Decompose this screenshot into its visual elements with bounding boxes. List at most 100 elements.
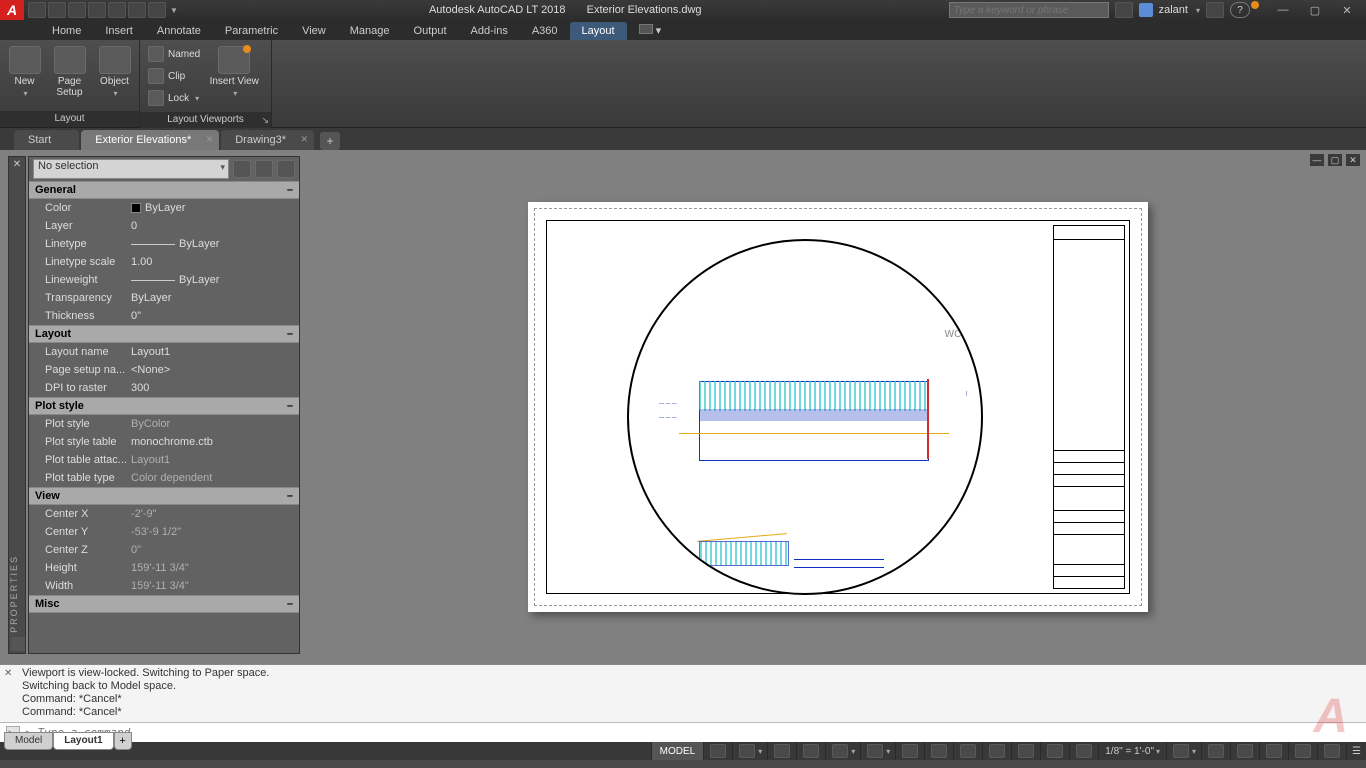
paper-space[interactable]: WCS — — — — — — |: [318, 158, 1358, 656]
property-value[interactable]: Layout1: [129, 454, 299, 466]
select-objects-icon[interactable]: [255, 160, 273, 178]
page-setup-button[interactable]: Page Setup: [49, 44, 90, 98]
property-row[interactable]: Height159'-11 3/4": [29, 559, 299, 577]
property-section-header[interactable]: Misc–: [29, 595, 299, 613]
property-value[interactable]: 159'-11 3/4": [129, 562, 299, 574]
close-tab-icon[interactable]: ✕: [206, 134, 214, 145]
qat-save-icon[interactable]: [68, 2, 86, 18]
model-paper-toggle[interactable]: MODEL: [651, 742, 704, 760]
annotation-scale[interactable]: 1/8" = 1'-0" ▾: [1098, 742, 1166, 760]
property-row[interactable]: Plot table typeColor dependent: [29, 469, 299, 487]
qat-undo-icon[interactable]: [128, 2, 146, 18]
user-dropdown-icon[interactable]: ▾: [1196, 6, 1200, 15]
qat-dropdown-icon[interactable]: ▼: [170, 6, 178, 15]
annotation-visibility-icon[interactable]: [1011, 742, 1040, 760]
lineweight-toggle-icon[interactable]: [895, 742, 924, 760]
auto-scale-icon[interactable]: [1040, 742, 1069, 760]
lock-button[interactable]: Lock ▾: [144, 88, 204, 108]
property-row[interactable]: Center Z0": [29, 541, 299, 559]
property-value[interactable]: <None>: [129, 364, 299, 376]
selection-dropdown[interactable]: No selection: [33, 159, 229, 179]
help-search-input[interactable]: [949, 2, 1109, 18]
property-row[interactable]: Layer0: [29, 217, 299, 235]
property-value[interactable]: 300: [129, 382, 299, 394]
user-avatar-icon[interactable]: [1139, 3, 1153, 17]
property-value[interactable]: monochrome.ctb: [129, 436, 299, 448]
osnap-toggle-icon[interactable]: ▾: [825, 742, 860, 760]
close-button[interactable]: ✕: [1334, 2, 1360, 18]
tab-home[interactable]: Home: [40, 22, 93, 40]
quick-select-icon[interactable]: [233, 160, 251, 178]
property-row[interactable]: LineweightByLayer: [29, 271, 299, 289]
circular-viewport[interactable]: WCS — — — — — — |: [627, 239, 983, 595]
property-value[interactable]: ByLayer: [129, 292, 299, 304]
doc-tab[interactable]: Drawing3*✕: [221, 130, 314, 150]
property-section-header[interactable]: Plot style–: [29, 397, 299, 415]
app-logo[interactable]: A: [0, 0, 24, 20]
property-value[interactable]: ByColor: [129, 418, 299, 430]
property-row[interactable]: Center X-2'-9": [29, 505, 299, 523]
viewport-lock-icon[interactable]: [1069, 742, 1098, 760]
property-value[interactable]: Layout1: [129, 346, 299, 358]
property-row[interactable]: Plot table attac...Layout1: [29, 451, 299, 469]
snap-toggle-icon[interactable]: ▾: [732, 742, 767, 760]
property-value[interactable]: -53'-9 1/2": [129, 526, 299, 538]
clean-screen-icon[interactable]: [1317, 742, 1346, 760]
property-row[interactable]: Page setup na...<None>: [29, 361, 299, 379]
doc-tab[interactable]: Exterior Elevations*✕: [81, 130, 219, 150]
property-value[interactable]: 0": [129, 310, 299, 322]
tab-view[interactable]: View: [290, 22, 338, 40]
property-row[interactable]: LinetypeByLayer: [29, 235, 299, 253]
property-value[interactable]: ByLayer: [129, 238, 299, 250]
toggle-pickadd-icon[interactable]: [277, 160, 295, 178]
qat-saveas-icon[interactable]: [88, 2, 106, 18]
clip-button[interactable]: Clip: [144, 66, 204, 86]
property-row[interactable]: Thickness0": [29, 307, 299, 325]
otrack-toggle-icon[interactable]: ▾: [860, 742, 895, 760]
property-row[interactable]: Layout nameLayout1: [29, 343, 299, 361]
property-row[interactable]: DPI to raster300: [29, 379, 299, 397]
panel-expand-icon[interactable]: ↘: [261, 112, 269, 128]
tab-manage[interactable]: Manage: [338, 22, 402, 40]
tab-annotate[interactable]: Annotate: [145, 22, 213, 40]
add-layout-button[interactable]: +: [114, 732, 132, 750]
new-layout-button[interactable]: New ▾: [4, 44, 45, 98]
layout-tab[interactable]: Layout1: [53, 732, 113, 750]
ortho-toggle-icon[interactable]: [767, 742, 796, 760]
doc-tab[interactable]: Start: [14, 130, 79, 150]
tab-output[interactable]: Output: [402, 22, 459, 40]
selection-cycling-icon[interactable]: [953, 742, 982, 760]
property-value[interactable]: 0": [129, 544, 299, 556]
qat-redo-icon[interactable]: [148, 2, 166, 18]
grid-toggle-icon[interactable]: [703, 742, 732, 760]
polar-toggle-icon[interactable]: [796, 742, 825, 760]
palette-close-icon[interactable]: ✕: [10, 159, 24, 173]
tab-layout[interactable]: Layout: [570, 22, 627, 40]
annotation-monitor-icon[interactable]: [1201, 742, 1230, 760]
insert-view-button[interactable]: Insert View ▾: [208, 44, 260, 98]
property-value[interactable]: 159'-11 3/4": [129, 580, 299, 592]
property-value[interactable]: 0: [129, 220, 299, 232]
property-value[interactable]: ByLayer: [129, 202, 299, 214]
property-value[interactable]: -2'-9": [129, 508, 299, 520]
property-row[interactable]: Center Y-53'-9 1/2": [29, 523, 299, 541]
property-value[interactable]: Color dependent: [129, 472, 299, 484]
history-close-icon[interactable]: ✕: [4, 667, 16, 679]
workspace-icon[interactable]: ▾: [1166, 742, 1201, 760]
tab-insert[interactable]: Insert: [93, 22, 145, 40]
add-tab-button[interactable]: +: [320, 132, 340, 150]
user-name[interactable]: zalant: [1159, 4, 1188, 16]
minimize-button[interactable]: —: [1270, 2, 1296, 18]
transparency-toggle-icon[interactable]: [924, 742, 953, 760]
qat-print-icon[interactable]: [108, 2, 126, 18]
tab-parametric[interactable]: Parametric: [213, 22, 290, 40]
tab-a360[interactable]: A360: [520, 22, 570, 40]
property-row[interactable]: Linetype scale1.00: [29, 253, 299, 271]
property-value[interactable]: ByLayer: [129, 274, 299, 286]
property-section-header[interactable]: General–: [29, 181, 299, 199]
tab-featured-apps[interactable]: ▾: [627, 21, 674, 40]
customization-icon[interactable]: ☰: [1346, 742, 1366, 760]
property-row[interactable]: Plot style tablemonochrome.ctb: [29, 433, 299, 451]
exchange-icon[interactable]: [1206, 2, 1224, 18]
property-value[interactable]: 1.00: [129, 256, 299, 268]
